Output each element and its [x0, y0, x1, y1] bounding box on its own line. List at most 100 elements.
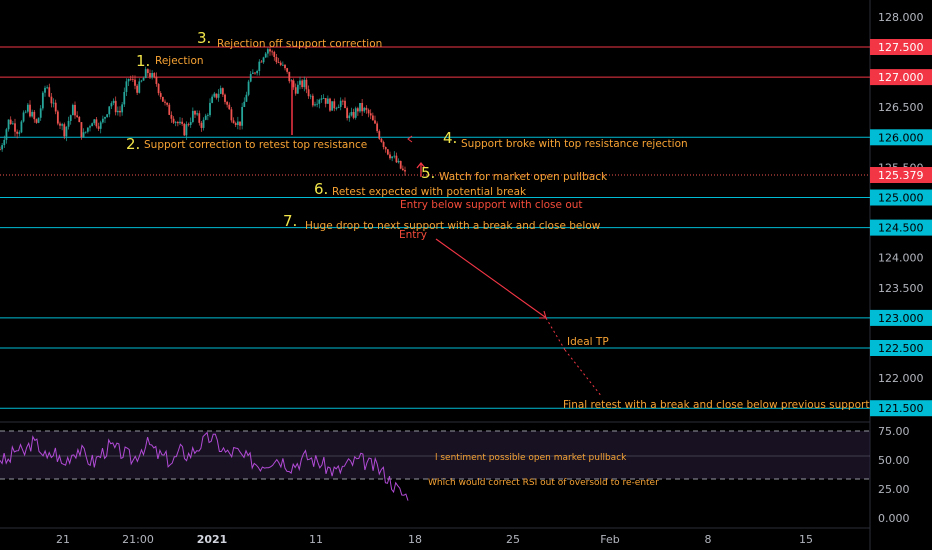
candle-body [337, 106, 340, 109]
candle-body [69, 115, 72, 121]
candle-body [397, 160, 400, 163]
candle-body [191, 110, 194, 122]
candle-body [296, 84, 299, 94]
annotation-3-text: Rejection off support correction [217, 38, 382, 50]
candle-body [9, 119, 12, 125]
candle-body [185, 124, 188, 136]
price-tag-bg-121.500 [870, 400, 932, 417]
candle-body [404, 170, 406, 172]
candle-body [314, 104, 316, 106]
time-tick-25: 25 [506, 533, 520, 546]
candle-body [206, 115, 209, 116]
candle-body [269, 49, 271, 52]
time-tick-Feb: Feb [600, 533, 619, 546]
candle-body [318, 99, 321, 104]
price-tag-bg-122.500 [870, 340, 932, 356]
candle-body [48, 87, 51, 97]
candle-body [232, 120, 235, 124]
candle-body [125, 81, 128, 92]
annotation-7-number: 7. [283, 212, 297, 230]
annotation-4-text: Support broke with top resistance reject… [461, 138, 688, 150]
candle-body [136, 85, 139, 93]
candle-body [5, 129, 8, 140]
candle-body [219, 88, 222, 94]
candle-body [266, 49, 269, 54]
candle-body [305, 79, 308, 90]
annotation-1-number: 1. [136, 52, 150, 70]
candle-body [26, 104, 29, 112]
candle-body [215, 93, 218, 98]
candle-body [82, 132, 85, 138]
candle-body [224, 94, 226, 102]
candle-body [18, 132, 21, 134]
candle-body [245, 94, 248, 102]
candle-body [71, 104, 74, 116]
price-tag-125.000: 125.000 [878, 192, 924, 205]
candle-body [241, 106, 244, 126]
current-price-tag: 125.379 [870, 167, 932, 183]
annotation-ideal-tp: Ideal TP [567, 336, 609, 348]
price-tag-126.000: 126.000 [878, 131, 924, 144]
annotation-5-number: 5. [421, 164, 435, 182]
candle-body [97, 126, 100, 129]
candle-body [239, 121, 241, 126]
candle-body [275, 56, 278, 63]
candle-body [279, 62, 282, 66]
candle-body [65, 126, 68, 137]
annotation-1-text: Rejection [155, 55, 204, 67]
price-tag-bg-125.000 [870, 189, 932, 206]
candle-body [352, 112, 355, 118]
annotation-3-number: 3. [197, 29, 211, 47]
candle-body [226, 101, 229, 105]
candle-body [104, 116, 106, 119]
candle-body [254, 72, 256, 74]
candle-body [3, 139, 6, 146]
candle-body [367, 109, 370, 114]
candle-body [322, 98, 325, 99]
candle-body [170, 114, 173, 119]
candle-body [251, 72, 254, 74]
candle-body [99, 122, 102, 129]
candle-body [93, 119, 96, 124]
candle-body [155, 76, 158, 84]
candle-body [149, 73, 151, 78]
candle-body [89, 126, 91, 128]
candle-body [116, 110, 119, 113]
candle-body [344, 100, 346, 109]
candle-body [176, 122, 179, 124]
candle-body [159, 93, 162, 97]
price-tag-122.500: 122.500 [878, 342, 924, 355]
candle-body [131, 78, 134, 80]
candle-body [76, 115, 79, 117]
candle-body [204, 115, 207, 120]
annotation-rsi-sentiment: l sentiment possible open market pullbac… [435, 453, 627, 463]
candle-body [309, 95, 312, 97]
candle-body [389, 154, 391, 159]
candle-body [95, 119, 98, 127]
candle-body [174, 122, 177, 123]
candle-body [356, 108, 359, 112]
candle-body [134, 79, 136, 86]
candle-body [20, 121, 23, 133]
candlesticks [0, 46, 406, 176]
candle-body [211, 96, 214, 103]
candle-body [31, 111, 34, 117]
candle-body [114, 100, 117, 113]
candle-body [299, 80, 301, 85]
candle-body [335, 108, 338, 109]
candle-body [7, 119, 10, 130]
candle-body [331, 101, 334, 111]
candle-body [22, 112, 25, 122]
price-tick-126.500: 126.500 [878, 101, 924, 114]
candle-body [284, 64, 286, 69]
time-tick-11: 11 [309, 533, 323, 546]
candle-body [281, 64, 284, 66]
candle-body [142, 78, 145, 81]
candle-body [179, 121, 181, 124]
price-tag-bg-127.000 [870, 69, 932, 86]
annotation-final-retest: Final retest with a break and close belo… [563, 399, 869, 411]
candle-body [61, 124, 64, 126]
rsi-band-fill [0, 431, 870, 479]
candle-body [288, 71, 291, 82]
